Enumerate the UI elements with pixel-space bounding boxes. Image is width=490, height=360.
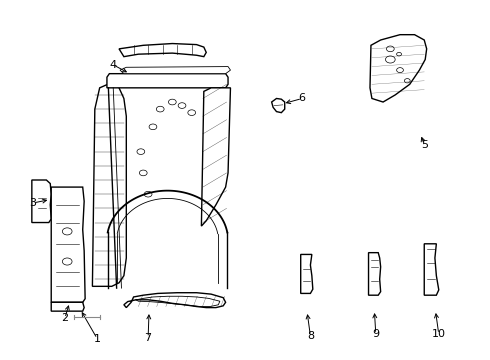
Polygon shape bbox=[120, 67, 230, 74]
Polygon shape bbox=[119, 44, 206, 57]
Polygon shape bbox=[93, 82, 126, 286]
Text: 6: 6 bbox=[299, 94, 306, 103]
Text: 10: 10 bbox=[432, 329, 446, 339]
Polygon shape bbox=[368, 253, 381, 295]
Polygon shape bbox=[32, 180, 51, 222]
Polygon shape bbox=[424, 244, 439, 295]
Polygon shape bbox=[107, 74, 228, 88]
Polygon shape bbox=[201, 88, 230, 226]
Polygon shape bbox=[124, 293, 225, 307]
Polygon shape bbox=[370, 35, 427, 102]
Polygon shape bbox=[51, 187, 85, 302]
Polygon shape bbox=[271, 99, 285, 113]
Polygon shape bbox=[301, 255, 313, 293]
Text: 8: 8 bbox=[307, 331, 314, 341]
Text: 7: 7 bbox=[145, 333, 152, 343]
Text: 4: 4 bbox=[110, 60, 117, 70]
Polygon shape bbox=[51, 302, 84, 311]
Text: 3: 3 bbox=[29, 198, 36, 208]
Text: 1: 1 bbox=[94, 334, 101, 344]
Text: 5: 5 bbox=[421, 140, 428, 149]
Text: 9: 9 bbox=[372, 329, 379, 339]
Text: 2: 2 bbox=[61, 313, 68, 323]
